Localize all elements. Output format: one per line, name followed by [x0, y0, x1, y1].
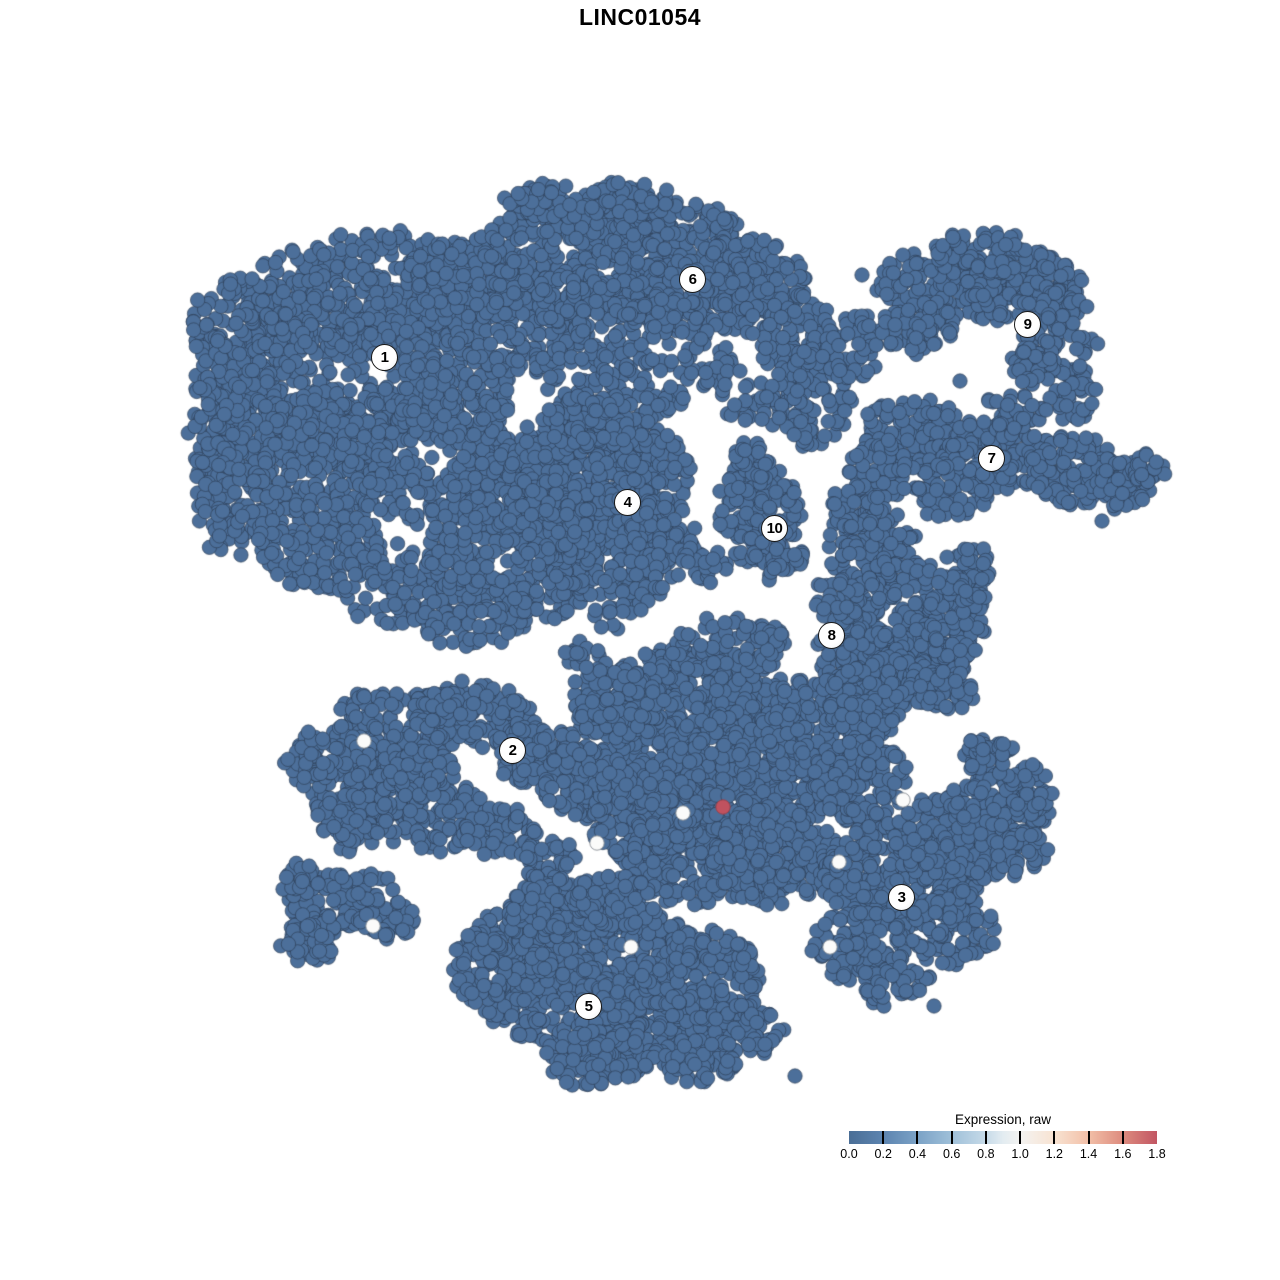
legend-tick-label: 1.2 — [1045, 1147, 1064, 1161]
legend-tick-label: 0.0 — [840, 1147, 858, 1161]
expression-legend: Expression, raw 0.0 0.2 0.4 0.6 0.8 1.0 1.2 1.4… — [840, 1112, 1165, 1163]
legend-tick-label: 1.0 — [1011, 1147, 1029, 1161]
legend-tick-mark — [984, 1131, 987, 1144]
legend-tick-label: 1.4 — [1079, 1147, 1098, 1161]
legend-title: Expression, raw — [954, 1112, 1052, 1127]
legend-tick-label: 1.8 — [1148, 1147, 1166, 1161]
legend-tick-mark — [882, 1131, 885, 1144]
legend-tick-label: 0.8 — [977, 1147, 995, 1161]
legend-tick-mark — [1087, 1131, 1090, 1144]
legend-tick-label: 0.4 — [908, 1147, 927, 1161]
legend-tick-mark — [950, 1131, 953, 1144]
legend-tick-label: 1.6 — [1114, 1147, 1132, 1161]
legend-tick-mark — [1019, 1131, 1022, 1144]
legend-tick-mark — [916, 1131, 919, 1144]
legend-tick-mark — [1121, 1131, 1124, 1144]
legend-gradient-bar — [849, 1131, 1157, 1144]
legend-tick-label: 0.2 — [874, 1147, 892, 1161]
legend-tick-labels: 0.0 0.2 0.4 0.6 0.8 1.0 1.2 1.4 1.6 1.8 — [840, 1147, 1165, 1163]
legend-tick-label: 0.6 — [942, 1147, 961, 1161]
legend-tick-mark — [1053, 1131, 1056, 1144]
